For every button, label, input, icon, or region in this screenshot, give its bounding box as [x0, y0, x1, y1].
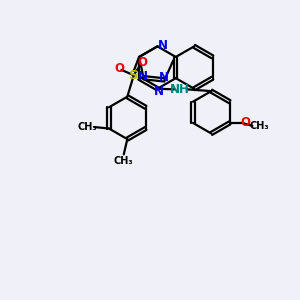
Text: O: O	[138, 56, 148, 69]
Text: N: N	[138, 70, 148, 83]
Text: CH₃: CH₃	[114, 156, 134, 166]
Text: N: N	[159, 71, 169, 84]
Text: S: S	[129, 69, 139, 82]
Text: N: N	[158, 39, 168, 52]
Text: CH₃: CH₃	[78, 122, 98, 132]
Text: NH: NH	[169, 83, 190, 96]
Text: O: O	[114, 62, 124, 75]
Text: O: O	[241, 116, 250, 129]
Text: N: N	[154, 85, 164, 98]
Text: CH₃: CH₃	[250, 121, 269, 131]
